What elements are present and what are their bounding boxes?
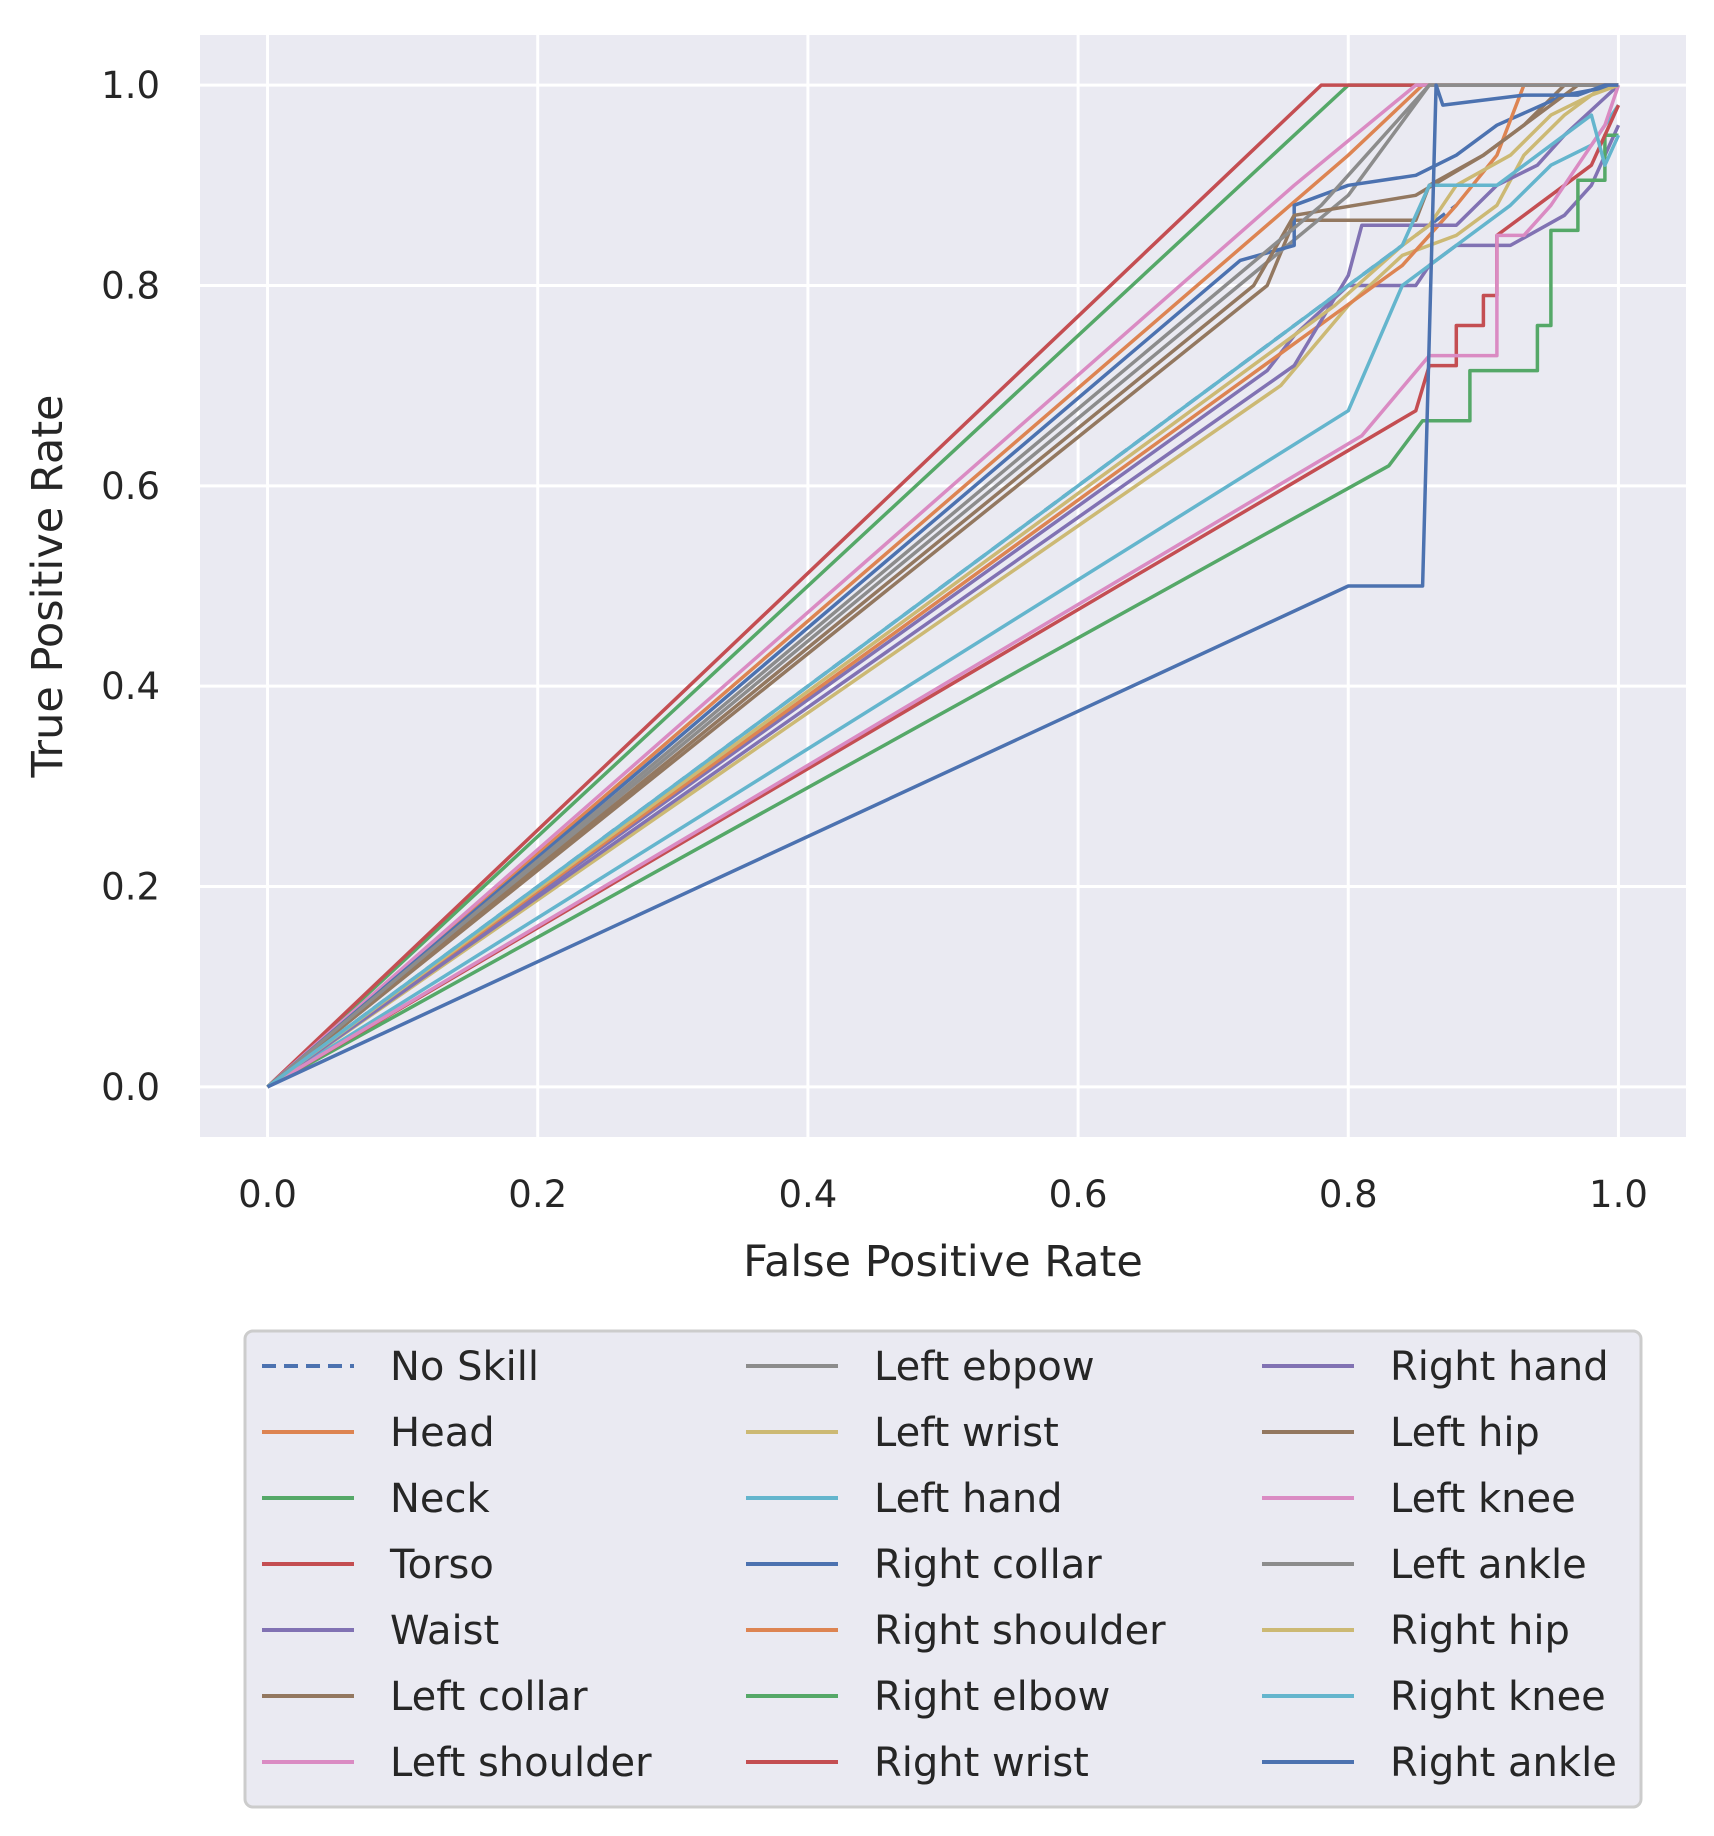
legend-label: Left collar bbox=[390, 1674, 588, 1720]
series-line-left-hip bbox=[266, 83, 1619, 1089]
series-line-right-knee bbox=[266, 113, 1621, 1089]
legend-label: Torso bbox=[389, 1542, 494, 1588]
legend-label: Right hip bbox=[1390, 1608, 1570, 1654]
x-tick-label: 0.4 bbox=[778, 1173, 837, 1216]
legend-label: Right wrist bbox=[874, 1740, 1089, 1786]
legend-label: Left ebpow bbox=[874, 1344, 1095, 1390]
series-line-left-hand bbox=[266, 104, 1620, 1089]
legend-label: Left shoulder bbox=[390, 1740, 652, 1786]
series-line-right-hand bbox=[266, 83, 1620, 1089]
y-tick-label: 0.6 bbox=[101, 465, 160, 508]
tick-labels: 0.0 0.2 0.4 0.6 0.8 1.0 0.0 0.2 0.4 0.6 0.8 1.0 bbox=[101, 64, 1648, 1216]
series-line-left-knee bbox=[266, 84, 1621, 1089]
legend-label: Head bbox=[390, 1410, 495, 1456]
y-tick-label: 1.0 bbox=[101, 64, 160, 107]
y-tick-label: 0.8 bbox=[101, 264, 160, 307]
legend-label: Neck bbox=[390, 1476, 491, 1522]
legend: No Skill Head Neck Torso Waist Left collar Lef… bbox=[243, 1329, 1643, 1809]
series-lines bbox=[266, 83, 1621, 1089]
series-line-right-elbow bbox=[266, 133, 1619, 1089]
legend-label: Left ankle bbox=[1390, 1542, 1587, 1588]
series-line-left-ankle bbox=[266, 83, 1619, 1089]
x-tick-label: 0.0 bbox=[238, 1173, 297, 1216]
legend-frame bbox=[243, 1329, 1643, 1809]
y-axis-label: True Positive Rate bbox=[23, 394, 73, 778]
x-tick-label: 0.8 bbox=[1319, 1173, 1378, 1216]
y-tick-label: 0.0 bbox=[101, 1066, 160, 1109]
legend-label: Left wrist bbox=[874, 1410, 1059, 1456]
legend-label: Right knee bbox=[1390, 1674, 1606, 1720]
x-tick-label: 0.6 bbox=[1049, 1173, 1108, 1216]
series-line-right-collar bbox=[266, 83, 1619, 1089]
legend-label: Left hip bbox=[1390, 1410, 1540, 1456]
x-tick-label: 1.0 bbox=[1589, 1173, 1648, 1216]
x-tick-label: 0.2 bbox=[508, 1173, 567, 1216]
y-tick-label: 0.2 bbox=[101, 866, 160, 909]
series-line-right-ankle bbox=[266, 83, 1619, 1089]
legend-label: Right elbow bbox=[874, 1674, 1110, 1720]
legend-label: Waist bbox=[390, 1608, 499, 1654]
legend-label: Left knee bbox=[1390, 1476, 1576, 1522]
legend-label: Right ankle bbox=[1390, 1740, 1617, 1786]
legend-label: No Skill bbox=[390, 1344, 539, 1390]
legend-label: Left hand bbox=[874, 1476, 1063, 1522]
legend-label: Right shoulder bbox=[874, 1608, 1166, 1654]
y-tick-label: 0.4 bbox=[101, 665, 160, 708]
x-axis-label: False Positive Rate bbox=[743, 1237, 1143, 1287]
legend-label: Right collar bbox=[874, 1542, 1102, 1588]
legend-label: Right hand bbox=[1390, 1344, 1609, 1390]
